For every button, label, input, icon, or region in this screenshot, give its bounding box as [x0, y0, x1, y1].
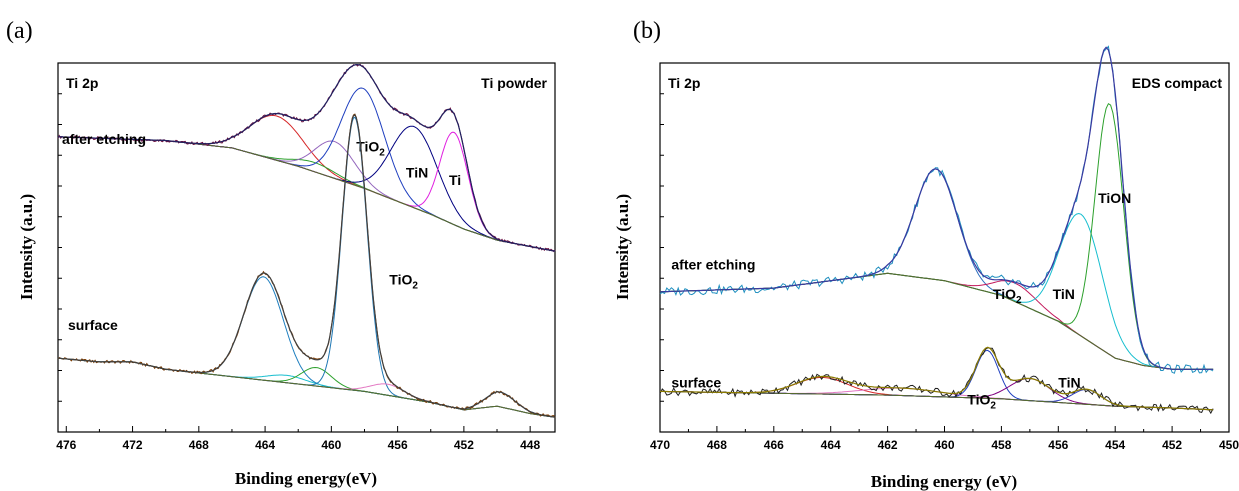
panel-b-xtick-label-452: 452: [1162, 438, 1182, 452]
panel-b-surface-measured: [659, 347, 1214, 415]
panel-b-plot-area: after etching TiO2 TiN TiON surface TiO2 TiN: [659, 45, 1214, 415]
panel-a-plot-area: TiO2 TiN Ti TiO2: [57, 63, 556, 418]
panel-a-label-ti: Ti: [449, 172, 461, 188]
panel-b-after-etching-measured: [659, 45, 1214, 374]
panel-b-xtick-label-470: 470: [650, 438, 670, 452]
panel-a-surface-component-TiO2: [57, 116, 556, 418]
panel-a-trace-after-etching: [57, 63, 556, 253]
panel-b-xtick-label-458: 458: [991, 438, 1011, 452]
panel-a-xtick-label-476: 476: [56, 438, 76, 452]
panel-a-surface-fit-envelope: [57, 114, 556, 418]
panel-a-label-tio2: TiO2: [356, 139, 385, 159]
panel-b-frame: [659, 62, 1230, 433]
panel-a-xtick-label-464: 464: [255, 438, 275, 452]
panel-b-surface-component-peak-4: [660, 377, 1214, 411]
panel-a-surface-label: surface: [68, 317, 118, 333]
panel-b-label-tin: TiN: [1058, 375, 1080, 391]
panel-b-x-axis: 470 468 466 464 462 460 458 456 454 452 450: [650, 93, 1239, 452]
panel-b-trace-surface: [659, 346, 1214, 415]
panel-b-xtick-label-450: 450: [1219, 438, 1239, 452]
panel-a-surface-baseline: [57, 357, 556, 418]
panel-b-y-axis-title: Intensity (a.u.): [613, 194, 632, 300]
panel-a-sample-label: Ti powder: [481, 75, 547, 91]
panel-b-label-tio2: TiO2: [967, 391, 996, 411]
panel-b-region-label: Ti 2p: [668, 75, 700, 91]
panel-b-surface-component-TiO2: [660, 349, 1214, 411]
panel-a-xtick-label-460: 460: [321, 438, 341, 452]
panel-a-xtick-label-472: 472: [123, 438, 143, 452]
panel-b-after-etching-component-TiON: [659, 102, 1214, 370]
panel-b-xtick-label-464: 464: [821, 438, 841, 452]
panel-a-surface-component-peak-1: [57, 276, 556, 418]
panel-b-xtick-label-468: 468: [707, 438, 727, 452]
panel-a-xtick-label-468: 468: [189, 438, 209, 452]
panel-a-surface-measured: [57, 113, 556, 418]
panel-a-label-tio2: TiO2: [389, 271, 418, 291]
panel-b-after-etching-component-TiN: [659, 212, 1214, 370]
panel-b-trace-after-etching: [659, 45, 1214, 374]
panel-b-surface-component-peak-1: [660, 376, 1214, 411]
panel-b-label-surface: surface: [671, 375, 721, 391]
panel-a-xtick-label-456: 456: [388, 438, 408, 452]
panel-b-after-etching-fit-envelope: [659, 46, 1214, 370]
panel-b-sample-label: EDS compact: [1132, 75, 1223, 91]
panel-a-y-axis-title: Intensity (a.u.): [17, 194, 36, 300]
panel-b-label-tio2: TiO2: [993, 286, 1022, 306]
panel-a-label: (a): [6, 18, 33, 44]
panel-b-label-tin: TiN: [1053, 286, 1075, 302]
panel-a-after-etching-measured: [57, 63, 556, 253]
panel-b-xtick-label-460: 460: [934, 438, 954, 452]
panel-a-after-etching-baseline: [58, 136, 556, 252]
panel-b-label-after-etching: after etching: [671, 257, 755, 273]
panel-b: (b) after etching TiO2 TiN TiON surface TiO2 T…: [613, 18, 1239, 491]
panel-a-xtick-label-448: 448: [520, 438, 540, 452]
panel-a-x-axis-title: Binding energy(eV): [235, 469, 377, 488]
panel-b-xtick-label-466: 466: [764, 438, 784, 452]
panel-b-label: (b): [633, 18, 661, 44]
panel-b-xtick-label-462: 462: [878, 438, 898, 452]
panel-a-after-etching-fit-envelope: [58, 63, 556, 252]
panel-a-xtick-label-452: 452: [454, 438, 474, 452]
panel-a-region-label: Ti 2p: [66, 75, 98, 91]
panel-b-x-axis-title: Binding energy (eV): [871, 472, 1017, 491]
panel-a-label-tin: TiN: [406, 164, 428, 180]
panel-b-xtick-label-456: 456: [1048, 438, 1068, 452]
panel-a-trace-surface: [57, 113, 556, 418]
panel-a-after-etching-label: after etching: [62, 131, 146, 147]
panel-a-x-axis: 476 472 468 464 460 456 452 448: [56, 93, 540, 452]
panel-b-label-tion: TiON: [1098, 190, 1131, 206]
panel-b-surface-fit-envelope: [660, 346, 1214, 411]
panel-a-frame: [57, 62, 556, 433]
panel-b-xtick-label-454: 454: [1105, 438, 1125, 452]
